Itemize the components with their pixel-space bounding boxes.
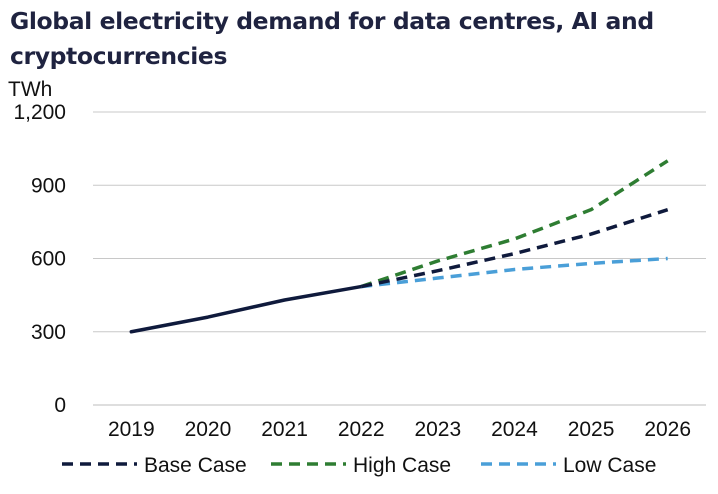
x-tick-label: 2024 [491, 418, 538, 441]
x-tick-label: 2020 [185, 418, 232, 441]
x-tick-label: 2026 [644, 418, 691, 441]
legend-label: Base Case [144, 454, 247, 477]
y-tick-label: 600 [31, 248, 66, 271]
series-lines [129, 159, 669, 334]
x-axis-ticks: 2019 2020 2021 2022 2023 2024 2025 2026 [108, 418, 691, 441]
low-case-series-line [360, 256, 668, 289]
chart-title: Global electricity demand for data centr… [10, 7, 654, 70]
x-tick-label: 2019 [108, 418, 155, 441]
base-case-series-line [360, 207, 669, 289]
x-tick-label: 2022 [338, 418, 385, 441]
high-case-series-line [360, 159, 669, 289]
y-tick-label: 300 [31, 321, 66, 344]
legend-label: Low Case [563, 454, 656, 477]
x-tick-label: 2025 [568, 418, 615, 441]
legend: Base Case High Case Low Case [62, 454, 656, 477]
historical-series-line [129, 284, 363, 334]
x-tick-label: 2023 [414, 418, 461, 441]
gridlines [93, 111, 706, 406]
y-axis-ticks: 0 300 600 900 1,200 [13, 101, 66, 417]
y-tick-label: 900 [31, 174, 66, 197]
x-tick-label: 2021 [261, 418, 308, 441]
y-tick-label: 1,200 [13, 101, 66, 124]
legend-label: High Case [353, 454, 451, 477]
y-axis-unit-label: TWh [8, 78, 52, 101]
y-tick-label: 0 [54, 394, 66, 417]
